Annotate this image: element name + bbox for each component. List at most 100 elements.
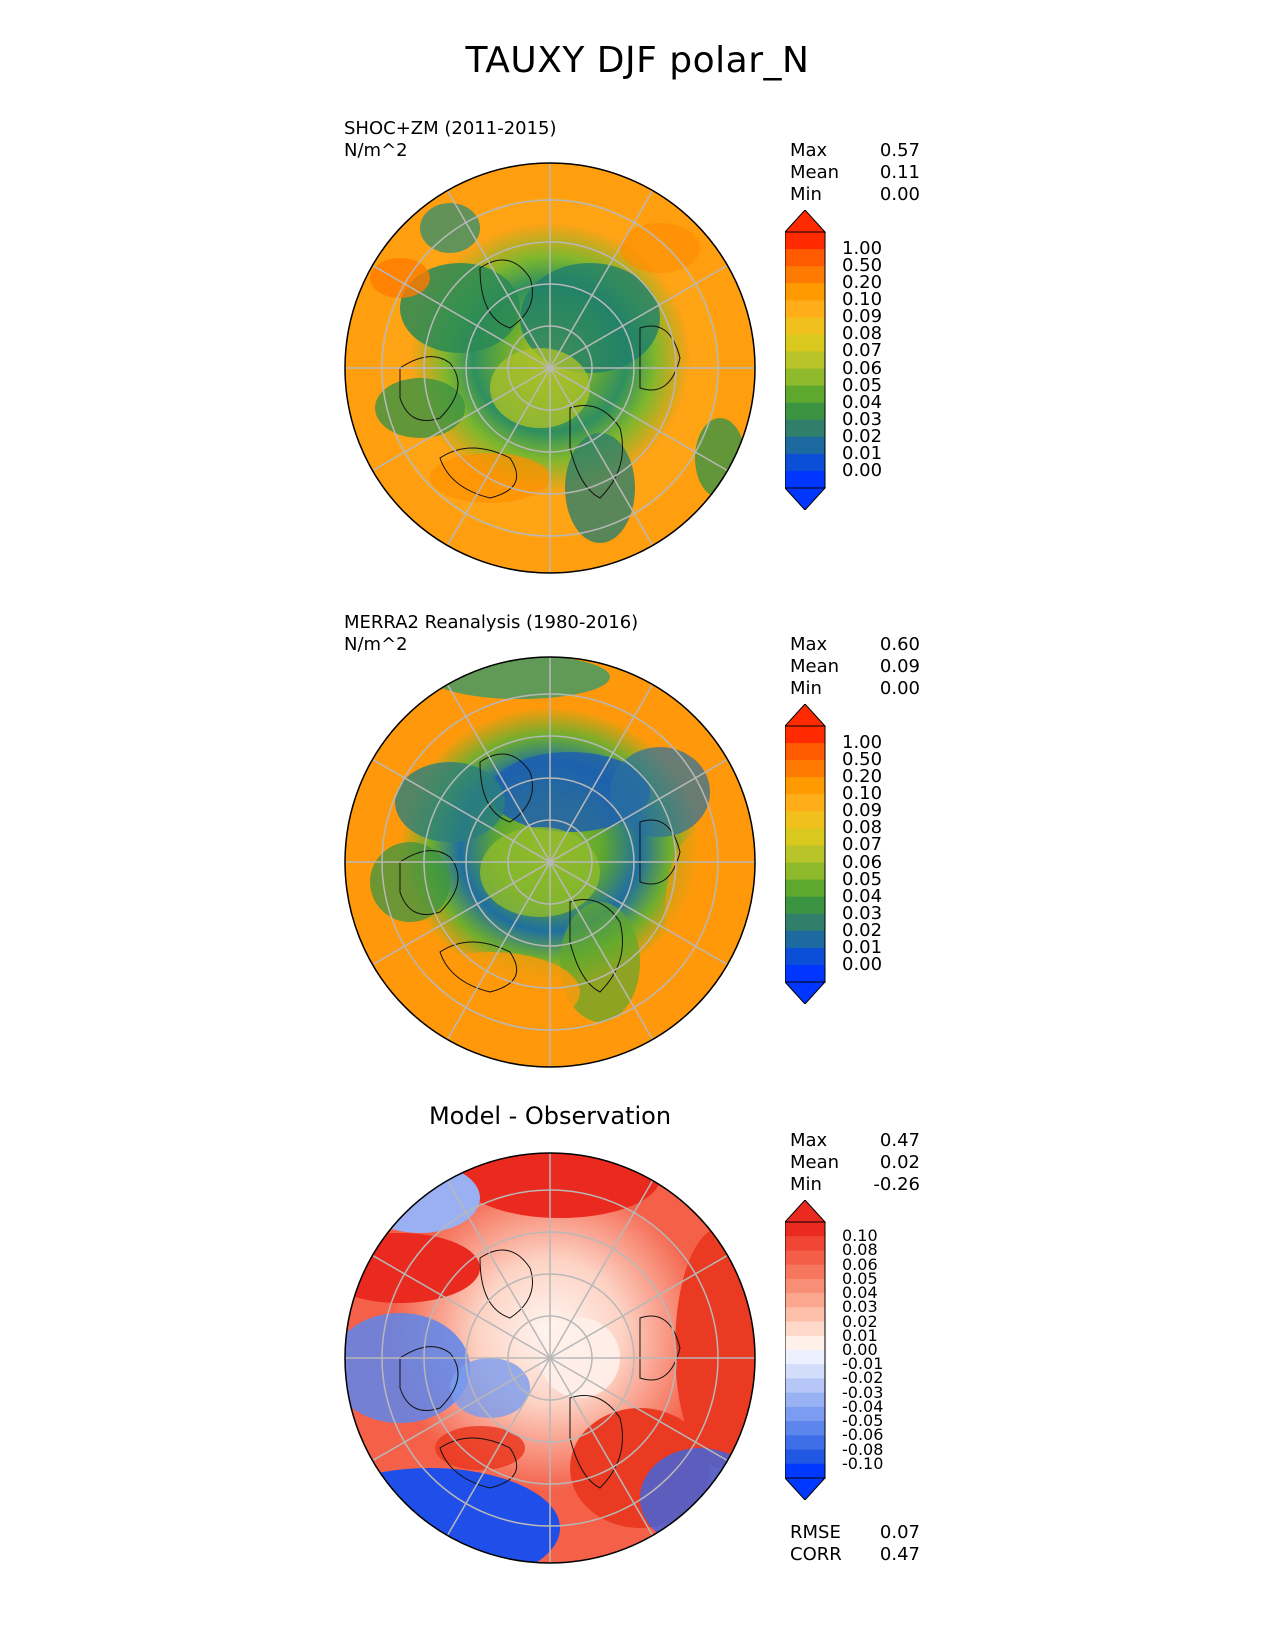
colorbar-tick-label: 0.07 [842,340,883,362]
colorbar-segment [785,760,825,778]
colorbar-segment [785,743,825,761]
colorbar-tick-label: -0.08 [842,1439,884,1459]
colorbar-segment [785,1250,825,1266]
colorbar-tick-label: 0.20 [842,272,883,294]
colorbar-extend-max [785,210,827,233]
colorbar-segment [785,1406,825,1422]
colorbar-extend-max [785,704,827,727]
colorbar-segment [785,794,825,812]
colorbar-tick-label: -0.03 [842,1382,884,1402]
colorbar-tick-label: 0.00 [842,459,883,481]
colorbar-outline [785,725,826,983]
colorbar-segment [785,1278,825,1294]
colorbar-tick-label: 0.06 [842,851,883,873]
colorbar-tick-label: 0.08 [842,323,883,345]
colorbar-segment [785,845,825,864]
stat-min: Min -0.26 [790,1174,920,1195]
colorbar-tick-label: 0.06 [842,357,883,379]
colorbar-extend-min [785,981,827,1004]
colorbar-tick-label: -0.06 [842,1425,884,1445]
colorbar-tick-label: 0.04 [842,885,883,907]
polar-map [344,162,756,574]
stat-min: Min 0.00 [790,184,920,205]
colorbar-segment [785,1293,825,1308]
colorbar-tick-label: -0.10 [842,1453,884,1473]
colorbar-tick-label: 0.06 [842,1254,878,1274]
colorbar-tick-label: 0.09 [842,306,883,328]
colorbar-extend-min [785,1477,827,1500]
colorbar-segment [785,317,825,335]
colorbar-tick-label: 0.00 [842,953,883,975]
colorbar-segment [785,777,825,795]
colorbar-segment [785,811,825,829]
colorbar-tick-label: 0.03 [842,408,883,430]
rmse-corr-block: RMSE 0.07 CORR 0.47 [790,1522,920,1566]
colorbar-segment [785,828,825,846]
panel-diff: Model - Observation Max 0.47 Mean 0.02 Min… [0,1102,1275,1588]
colorbar-tick-label: 0.10 [842,1226,878,1246]
figure-title: TAUXY DJF polar_N [465,40,810,81]
stat-mean: Mean 0.09 [790,656,920,677]
colorbar-extend-min [785,487,827,510]
colorbar-segment [785,368,825,387]
colorbar-segment [785,1335,825,1351]
stat-max: Max 0.57 [790,140,920,161]
colorbar-segment [785,453,825,472]
colorbar-tick-label: 0.20 [842,766,883,788]
colorbar-segment [785,1307,825,1323]
colorbar-tick-label: 0.50 [842,749,883,771]
colorbar-segment [785,1449,825,1465]
colorbar-tick-label: 1.00 [842,238,883,260]
panel-ref: MERRA2 Reanalysis (1980-2016) N/m^2 Max 0… [0,612,1275,1092]
colorbar-tick-label: 0.09 [842,800,883,822]
colorbar-tick-label: 0.03 [842,1297,878,1317]
colorbar-segment [785,947,825,966]
colorbar-tick-label: 0.08 [842,817,883,839]
stat-corr: CORR 0.47 [790,1544,920,1565]
stat-rmse: RMSE 0.07 [790,1522,920,1543]
colorbar-segment [785,1364,825,1379]
colorbar-tick-label: 0.05 [842,1268,878,1288]
colorbar-tick-label: 0.05 [842,868,883,890]
colorbar-tick-label: 0.08 [842,1240,878,1260]
colorbar-segment [785,1421,825,1436]
colorbar-tick-label: 0.02 [842,919,883,941]
colorbar-tick-label: -0.04 [842,1396,884,1416]
colorbar-segment [785,1435,825,1451]
colorbar-segment [785,862,825,881]
colorbar-tick-label: 0.02 [842,425,883,447]
colorbar-segment [785,1392,825,1408]
stats-block: Max 0.60 Mean 0.09 Min 0.00 [790,634,920,700]
colorbar-segment [785,930,825,949]
stat-max: Max 0.47 [790,1130,920,1151]
colorbar-segment [785,1463,825,1479]
colorbar-extend-max [785,1200,827,1223]
colorbar-tick-label: 0.02 [842,1311,878,1331]
stats-block: Max 0.57 Mean 0.11 Min 0.00 [790,140,920,206]
colorbar-segment [785,300,825,318]
stat-mean: Mean 0.11 [790,162,920,183]
polar-map [344,656,756,1068]
colorbar-segment [785,402,825,421]
colorbar-tick-label: -0.05 [842,1411,884,1431]
colorbar [785,704,827,1004]
colorbar-segment [785,1264,825,1280]
colorbar-tick-label: 0.03 [842,902,883,924]
colorbar-tick-label: 0.07 [842,834,883,856]
colorbar-segment [785,1222,825,1237]
colorbar-tick-label: 0.01 [842,1325,878,1345]
colorbar-segment [785,1378,825,1394]
colorbar-tick-label: 1.00 [842,732,883,754]
colorbar-segment [785,913,825,932]
colorbar-segment [785,419,825,438]
colorbar-segment [785,249,825,267]
colorbar-segment [785,385,825,404]
stat-max: Max 0.60 [790,634,920,655]
colorbar-segment [785,470,825,489]
panel-title: SHOC+ZM (2011-2015) [344,118,557,139]
colorbar-tick-label: -0.02 [842,1368,884,1388]
stat-mean: Mean 0.02 [790,1152,920,1173]
colorbar-segment [785,436,825,455]
colorbar-tick-label: 0.01 [842,442,883,464]
colorbar-tick-label: 0.00 [842,1340,878,1359]
